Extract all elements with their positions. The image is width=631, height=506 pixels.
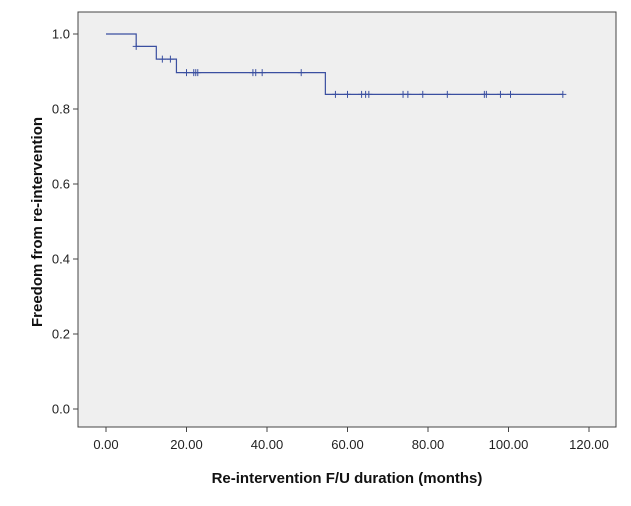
- censor-mark: [419, 90, 427, 98]
- censor-mark: [132, 42, 140, 50]
- y-axis-title: Freedom from re-intervention: [29, 117, 46, 327]
- censor-mark: [559, 90, 567, 98]
- y-tick-label: 0.6: [52, 177, 70, 192]
- censor-mark: [404, 90, 412, 98]
- censor-mark: [194, 69, 202, 77]
- censor-mark: [507, 90, 515, 98]
- series-group: [106, 33, 567, 98]
- x-tick-label: 0.00: [93, 437, 118, 452]
- x-tick-label: 100.00: [489, 437, 529, 452]
- censor-mark: [297, 69, 305, 77]
- censor-mark: [158, 55, 166, 63]
- censor-mark: [331, 90, 339, 98]
- y-axis: 0.0 0.2 0.4 0.6 0.8 1.0: [52, 27, 78, 417]
- censor-mark: [258, 69, 266, 77]
- censor-mark: [365, 90, 373, 98]
- censor-mark: [443, 90, 451, 98]
- censor-mark: [183, 69, 190, 77]
- x-axis-title: Re-intervention F/U duration (months): [212, 470, 483, 487]
- y-tick-label: 0.2: [52, 327, 70, 342]
- y-tick-label: 0.0: [52, 402, 70, 417]
- x-axis: 0.00 20.00 40.00 60.00 80.00 100.00 120.00: [93, 427, 609, 452]
- censor-mark: [344, 90, 351, 98]
- x-tick-label: 60.00: [331, 437, 364, 452]
- y-tick-label: 0.4: [52, 252, 70, 267]
- y-tick-label: 0.8: [52, 102, 70, 117]
- censor-mark: [252, 69, 260, 77]
- censor-mark: [166, 55, 174, 63]
- plot-area: [77, 11, 617, 428]
- censor-mark: [496, 90, 504, 98]
- x-tick-label: 40.00: [251, 437, 284, 452]
- survival-step-line: [106, 33, 563, 95]
- y-tick-label: 1.0: [52, 27, 70, 42]
- x-tick-label: 20.00: [170, 437, 203, 452]
- x-tick-label: 80.00: [412, 437, 445, 452]
- x-tick-label: 120.00: [569, 437, 609, 452]
- censor-mark: [482, 90, 490, 98]
